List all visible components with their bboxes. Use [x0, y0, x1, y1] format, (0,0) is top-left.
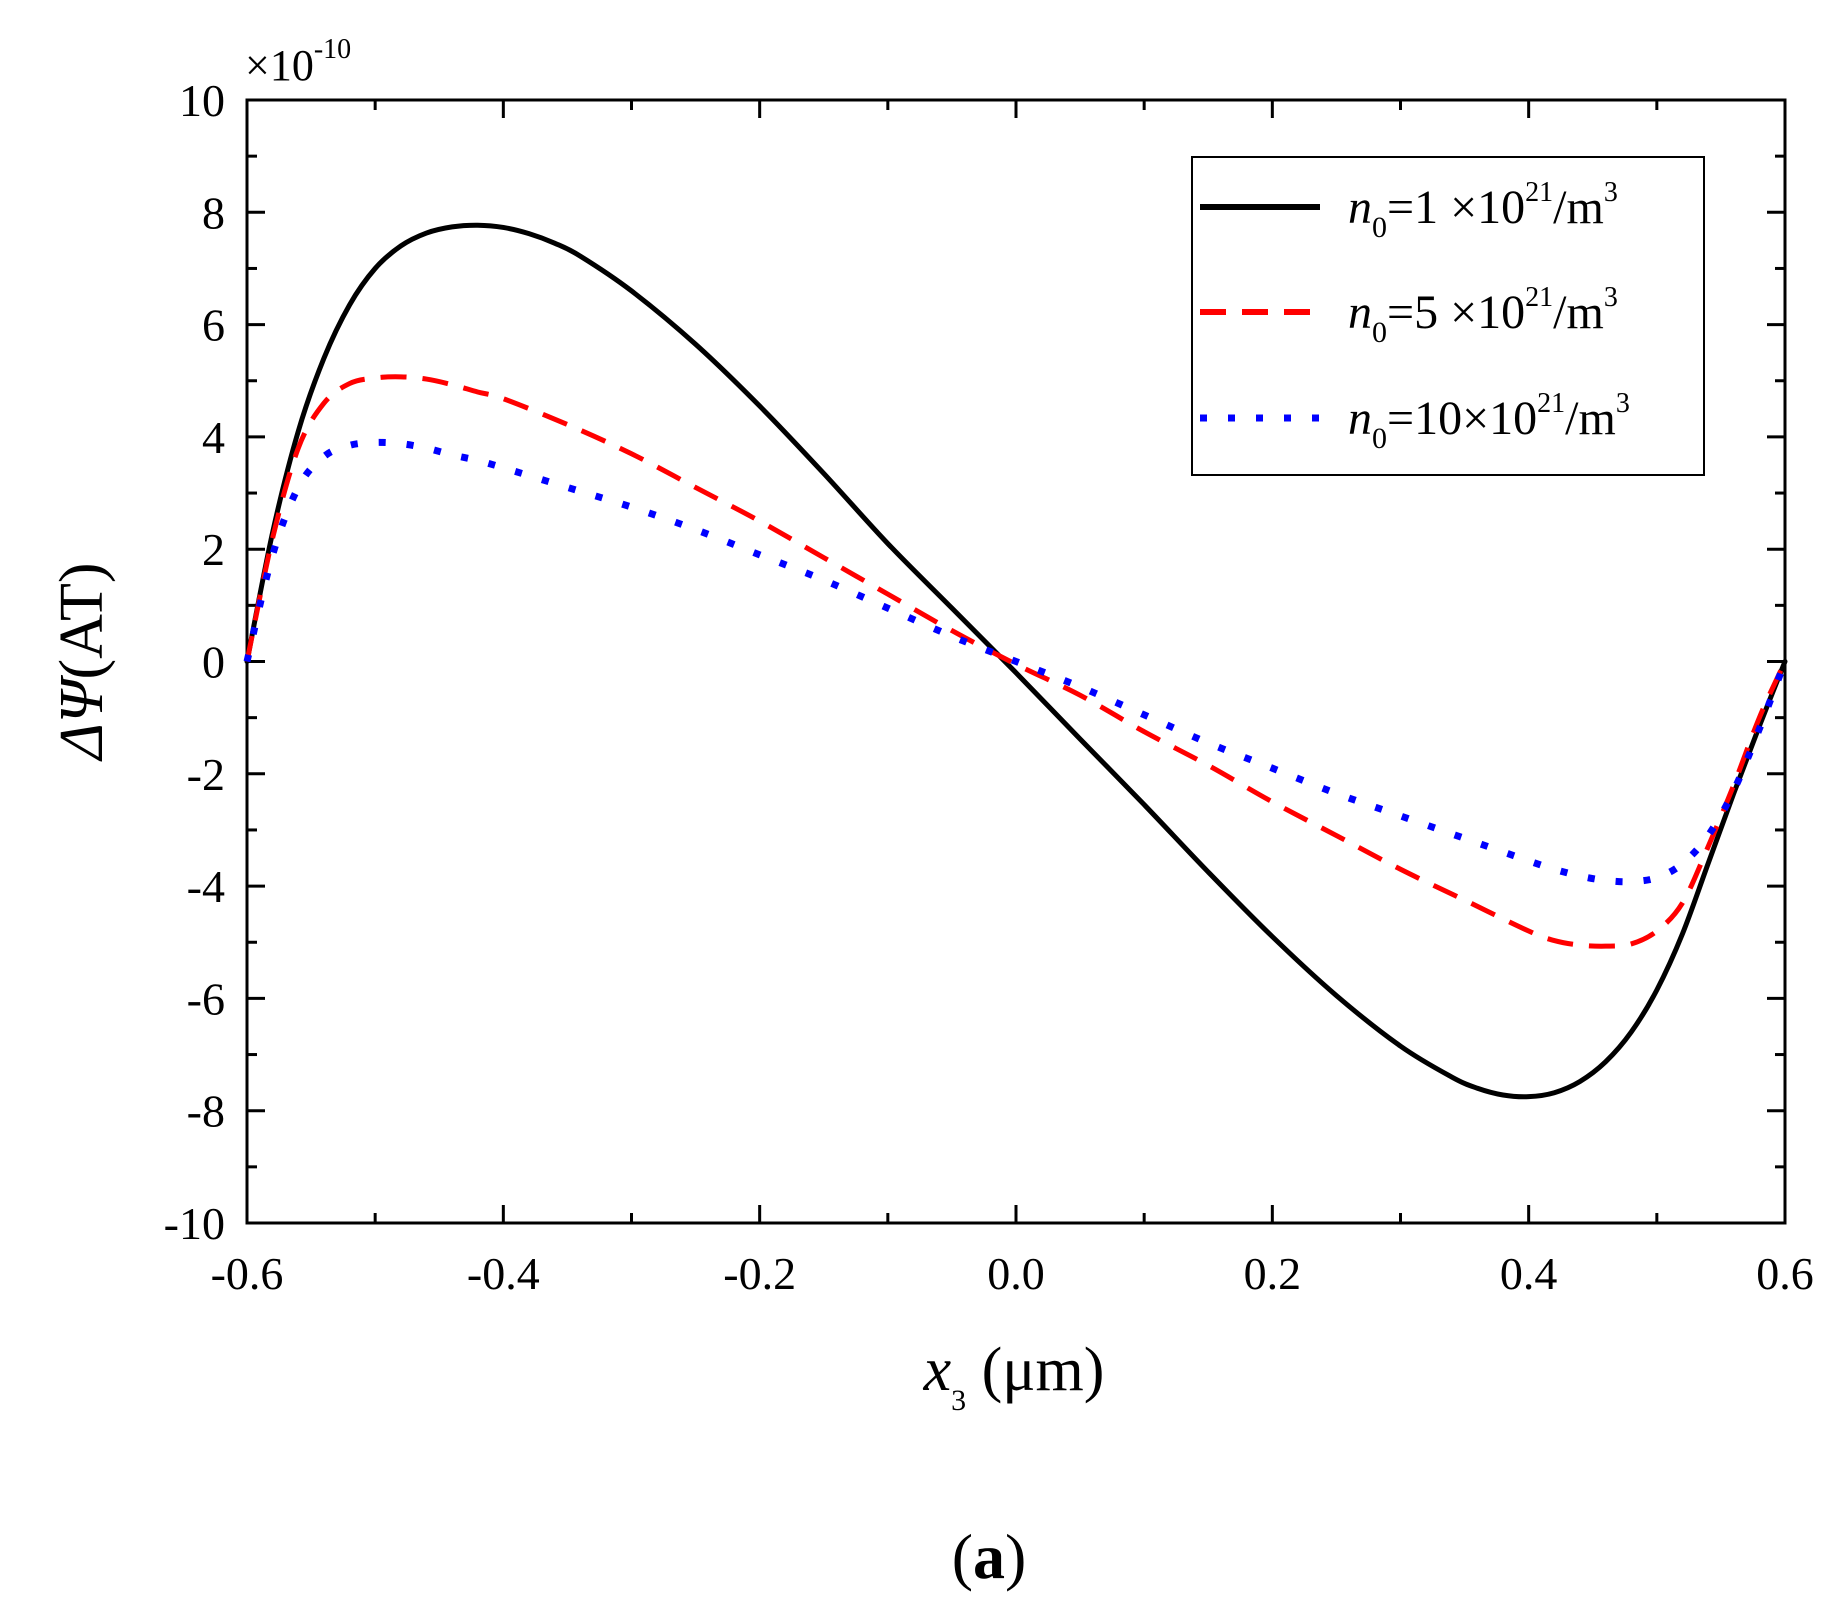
- y-axis-title: ΔΨ(AT): [48, 562, 116, 762]
- legend-label-0-sub: 0: [1372, 211, 1387, 244]
- series-line-1: [244, 374, 1788, 949]
- y-tick-label: -10: [164, 1198, 225, 1249]
- y-multiplier: ×10-10: [245, 34, 351, 90]
- axis-ticks: -0.6 -0.4 -0.2 0.0 0.2 0.4 0.6 -10 -8 -6 -4 -2 0 2 4 6 8…: [164, 75, 1814, 1299]
- x-tick-label: -0.2: [723, 1248, 796, 1299]
- legend-label-2-exp2: 3: [1616, 388, 1630, 419]
- y-multiplier-base: ×10: [245, 41, 314, 90]
- panel-caption-open: (: [952, 1521, 973, 1592]
- y-tick-label: 2: [202, 524, 225, 575]
- x-axis-title-unit: (μm): [966, 1336, 1104, 1404]
- series-line-0: [244, 222, 1788, 1100]
- legend-label-0-var: n: [1348, 181, 1372, 234]
- y-tick-label: 4: [202, 412, 225, 463]
- legend-label-2-exp1: 21: [1537, 388, 1565, 419]
- x-tick-label: -0.4: [467, 1248, 540, 1299]
- x-tick-label: 0.2: [1244, 1248, 1302, 1299]
- series-group: [243, 222, 1789, 1100]
- y-axis-title-var: ΔΨ: [48, 674, 116, 762]
- legend: n0=1 ×1021/m3 n0=5 ×1021/m3 n0=10×1021/m…: [1191, 156, 1705, 476]
- y-axis-title-unit: (AT): [48, 562, 116, 679]
- series-line-2: [243, 438, 1789, 886]
- legend-label-0-exp2: 3: [1604, 177, 1618, 208]
- y-tick-label: -6: [187, 973, 225, 1024]
- y-tick-label: 10: [179, 75, 225, 126]
- x-axis-title-var: x: [923, 1336, 952, 1404]
- panel-caption-letter: a: [973, 1521, 1005, 1592]
- x-tick-label: 0.0: [987, 1248, 1045, 1299]
- legend-label-1-var: n: [1348, 286, 1372, 339]
- x-tick-label: 0.6: [1756, 1248, 1814, 1299]
- x-axis-title-sub: 3: [951, 1384, 966, 1417]
- legend-label-1-val: =5 ×10: [1387, 286, 1525, 339]
- legend-label-2-val: =10×10: [1387, 392, 1537, 445]
- y-tick-label: -4: [187, 861, 225, 912]
- y-tick-label: 0: [202, 637, 225, 688]
- x-axis-title: x3 (μm): [923, 1336, 1105, 1417]
- legend-label-0-val: =1 ×10: [1387, 181, 1525, 234]
- y-tick-label: 8: [202, 187, 225, 238]
- y-tick-label: -8: [187, 1086, 225, 1137]
- legend-label-2-unit: /m: [1565, 392, 1616, 445]
- panel-caption: (a): [952, 1521, 1027, 1592]
- legend-label-0: n0=1 ×1021/m3: [1348, 177, 1618, 244]
- legend-label-0-exp1: 21: [1525, 177, 1553, 208]
- legend-label-1-exp2: 3: [1604, 282, 1618, 313]
- y-multiplier-exp: -10: [314, 34, 351, 65]
- legend-label-1-unit: /m: [1553, 286, 1604, 339]
- legend-label-2-sub: 0: [1372, 422, 1387, 455]
- legend-label-1-exp1: 21: [1525, 282, 1553, 313]
- legend-label-0-unit: /m: [1553, 181, 1604, 234]
- y-tick-label: 6: [202, 300, 225, 351]
- y-tick-label: -2: [187, 749, 225, 800]
- x-tick-label: -0.6: [211, 1248, 284, 1299]
- legend-label-2: n0=10×1021/m3: [1348, 388, 1630, 455]
- legend-label-1: n0=5 ×1021/m3: [1348, 282, 1618, 349]
- panel-caption-close: ): [1005, 1521, 1026, 1592]
- legend-label-1-sub: 0: [1372, 316, 1387, 349]
- x-tick-label: 0.4: [1500, 1248, 1558, 1299]
- legend-label-2-var: n: [1348, 392, 1372, 445]
